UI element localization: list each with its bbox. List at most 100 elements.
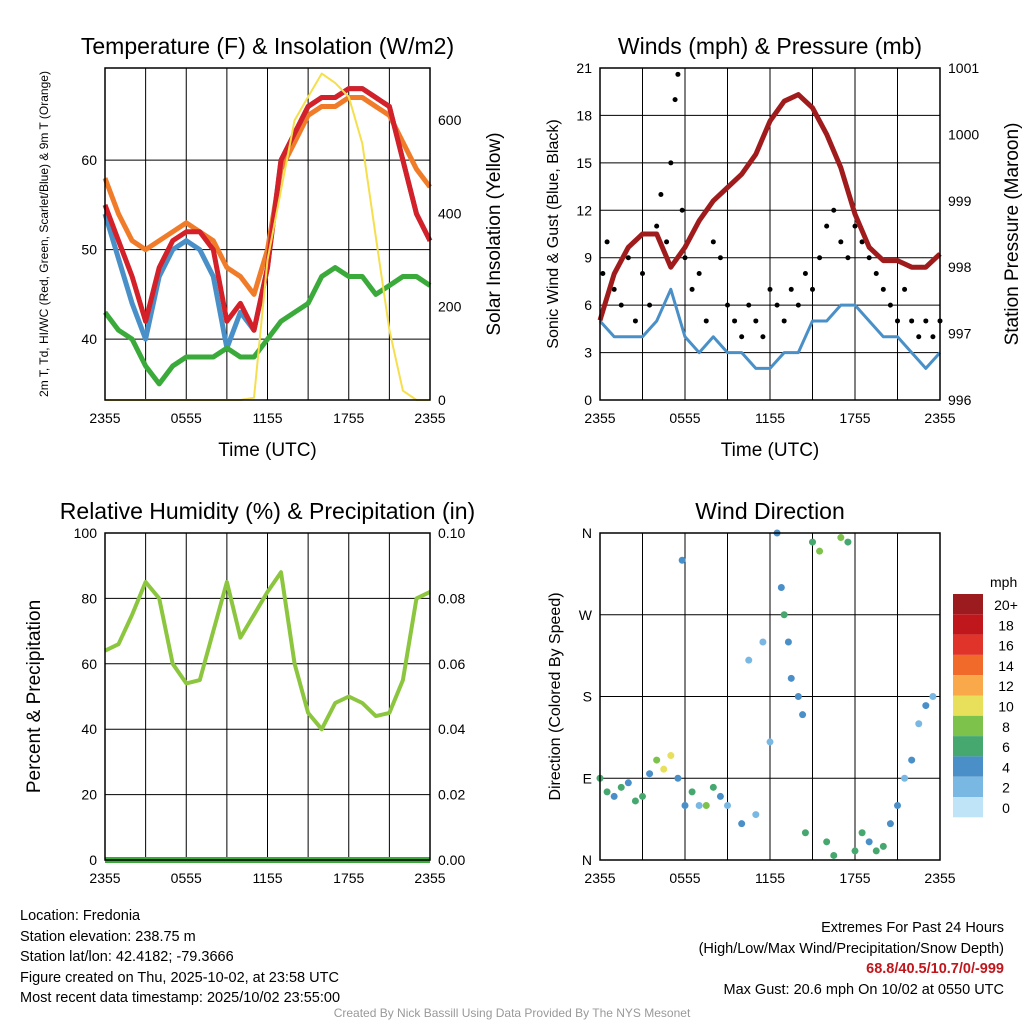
gust-point: [909, 318, 915, 324]
x-tick-label: 2355: [584, 410, 615, 426]
y2-axis-label: Solar Insolation (Yellow): [484, 132, 505, 335]
x-tick-label: 1155: [755, 870, 785, 886]
x-tick-label: 2355: [89, 410, 120, 426]
gust-point: [672, 97, 678, 103]
direction-point: [695, 802, 703, 809]
y2-tick-label: 0.00: [438, 852, 465, 868]
x-tick-label: 1755: [333, 870, 364, 886]
location: Location: Fredonia: [20, 908, 141, 924]
y-tick-label: 40: [81, 721, 97, 737]
legend-label: 6: [1002, 739, 1010, 755]
gust-point: [611, 286, 617, 292]
x-tick-label: 1155: [755, 410, 785, 426]
gust-point: [781, 318, 787, 324]
gust-point: [895, 318, 900, 324]
recent: Most recent data timestamp: 2025/10/02 2…: [20, 990, 341, 1006]
series-pressure: [597, 92, 942, 322]
direction-point: [784, 638, 792, 646]
direction-point: [908, 756, 916, 764]
y-tick-label: 40: [81, 331, 97, 347]
gust-point: [632, 318, 638, 324]
legend-swatch: [953, 736, 983, 757]
gust-point: [760, 334, 766, 340]
gust-point: [725, 302, 730, 308]
gust-point: [682, 255, 688, 261]
gust-point: [810, 286, 815, 292]
x-tick-label: 1155: [252, 870, 282, 886]
legend-label: 16: [998, 638, 1014, 654]
y-tick-label: 80: [81, 590, 97, 606]
x-tick-label: 2355: [924, 870, 955, 886]
y2-tick-label: 400: [438, 205, 462, 221]
x-tick-label: 1755: [333, 410, 364, 426]
panel-title: Relative Humidity (%) & Precipitation (i…: [60, 498, 475, 524]
extremes-subtitle: (High/Low/Max Wind/Precipitation/Snow De…: [698, 940, 1004, 957]
y2-tick-label: 999: [948, 193, 972, 209]
direction-point: [759, 638, 767, 646]
y2-tick-label: 997: [948, 326, 972, 342]
x-axis-label: Time (UTC): [218, 440, 317, 461]
y-tick-label: 18: [576, 107, 592, 123]
y2-tick-label: 996: [948, 392, 972, 408]
direction-point: [674, 774, 682, 782]
direction-point: [646, 770, 654, 778]
direction-point: [766, 738, 774, 746]
legend-label: 4: [1002, 759, 1010, 775]
direction-point: [929, 693, 937, 700]
y2-tick-label: 0.10: [438, 525, 465, 541]
y-tick-label: E: [583, 770, 592, 786]
legend-swatch: [953, 654, 983, 676]
gust-point: [732, 318, 738, 324]
direction-point: [922, 702, 930, 710]
direction-point: [780, 611, 788, 619]
series-rh: [104, 570, 431, 732]
legend-swatch: [953, 797, 983, 818]
direction-point: [702, 802, 710, 809]
direction-point: [794, 693, 802, 700]
gust-point: [717, 255, 723, 261]
gust-point: [640, 271, 645, 277]
direction-point: [777, 584, 785, 591]
gust-point: [859, 239, 865, 245]
legend-swatch: [953, 715, 983, 737]
x-tick-label: 2355: [414, 870, 445, 886]
y2-tick-label: 0: [438, 392, 446, 408]
direction-point: [865, 838, 873, 846]
y-axis-label: Direction (Colored By Speed): [547, 592, 564, 800]
gust-point: [696, 271, 702, 277]
direction-point: [610, 792, 618, 800]
station-info: Location: Fredonia Station elevation: 23…: [20, 906, 340, 1009]
extremes-values: 68.8/40.5/10.7/0/-999: [866, 961, 1004, 977]
gust-point: [902, 286, 908, 292]
gust-point: [838, 239, 844, 245]
y-tick-label: W: [579, 607, 593, 623]
gust-point: [852, 223, 858, 229]
direction-point: [787, 674, 795, 682]
gust-point: [739, 334, 745, 340]
x-tick-label: 0555: [171, 870, 202, 886]
y-tick-label: 50: [81, 242, 97, 258]
legend-swatch: [953, 756, 983, 777]
created: Figure created on Thu, 2025-10-02, at 23…: [20, 969, 339, 986]
gust-point: [625, 255, 631, 261]
gust-point: [880, 286, 886, 292]
y2-axis-label: Station Pressure (Maroon): [1002, 123, 1023, 346]
direction-point: [716, 792, 724, 800]
legend-label: 12: [998, 678, 1014, 694]
y-tick-label: 15: [576, 155, 592, 171]
y-tick-label: N: [582, 525, 592, 541]
direction-point: [631, 797, 639, 805]
direction-point: [901, 774, 909, 782]
direction-point: [799, 711, 807, 719]
gust-point: [831, 207, 837, 213]
max-gust: Max Gust: 20.6 mph On 10/02 at 0550 UTC: [723, 981, 1004, 998]
panel-title: Temperature (F) & Insolation (W/m2): [81, 33, 454, 59]
credit: Created By Nick Bassill Using Data Provi…: [333, 1006, 691, 1020]
x-tick-label: 1155: [252, 410, 282, 426]
gust-point: [664, 239, 670, 245]
gust-point: [767, 286, 773, 292]
legend-label: 8: [1002, 719, 1010, 735]
plot-border: [104, 532, 431, 861]
